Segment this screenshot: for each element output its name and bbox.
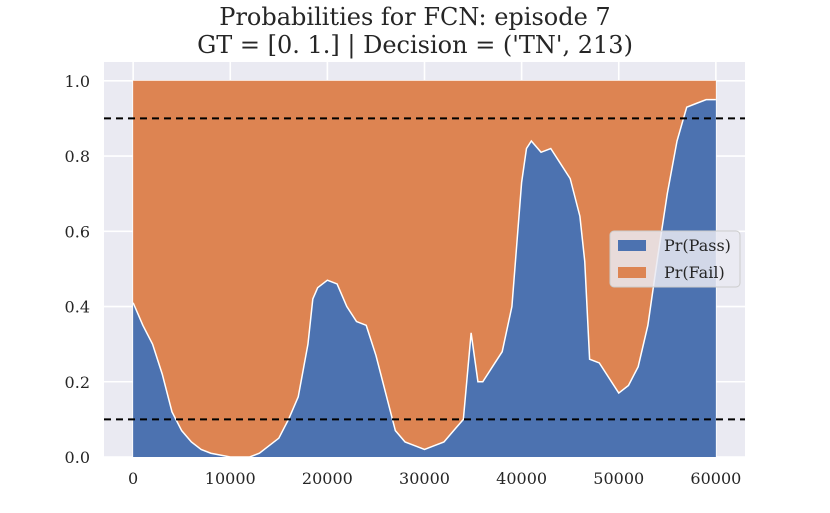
- y-tick-label-4: 0.8: [65, 147, 90, 166]
- pr-fail-area: [133, 80, 716, 458]
- legend-label-0: Pr(Pass): [664, 236, 731, 255]
- threshold-lines: [104, 117, 745, 421]
- x-axis-ticks: 0 10000 20000 30000 40000 50000 60000: [128, 469, 741, 488]
- x-tick-label-1: 10000: [205, 469, 256, 488]
- legend-swatch-1: [618, 267, 646, 278]
- y-tick-label-0: 0.0: [65, 448, 90, 467]
- x-tick-label-6: 60000: [690, 469, 741, 488]
- stacked-areas: [132, 80, 716, 458]
- pr-pass-boundary-line: [132, 98, 716, 458]
- x-tick-label-0: 0: [128, 469, 138, 488]
- y-tick-label-5: 1.0: [65, 72, 90, 91]
- legend-swatch-0: [618, 240, 646, 251]
- x-tick-label-2: 20000: [302, 469, 353, 488]
- y-tick-label-1: 0.2: [65, 373, 90, 392]
- legend-label-1: Pr(Fail): [664, 263, 725, 282]
- y-axis-ticks: 0.0 0.2 0.4 0.6 0.8 1.0: [65, 72, 90, 467]
- y-tick-label-3: 0.6: [65, 222, 90, 241]
- legend: Pr(Pass) Pr(Fail): [609, 230, 741, 288]
- x-tick-label-5: 50000: [593, 469, 644, 488]
- x-tick-label-3: 30000: [399, 469, 450, 488]
- pr-pass-area: [133, 99, 716, 457]
- chart-title-line-1: Probabilities for FCN: episode 7: [219, 3, 611, 31]
- x-tick-label-4: 40000: [496, 469, 547, 488]
- chart-title-line-2: GT = [0. 1.] | Decision = ('TN', 213): [197, 31, 633, 59]
- y-tick-label-2: 0.4: [65, 298, 90, 317]
